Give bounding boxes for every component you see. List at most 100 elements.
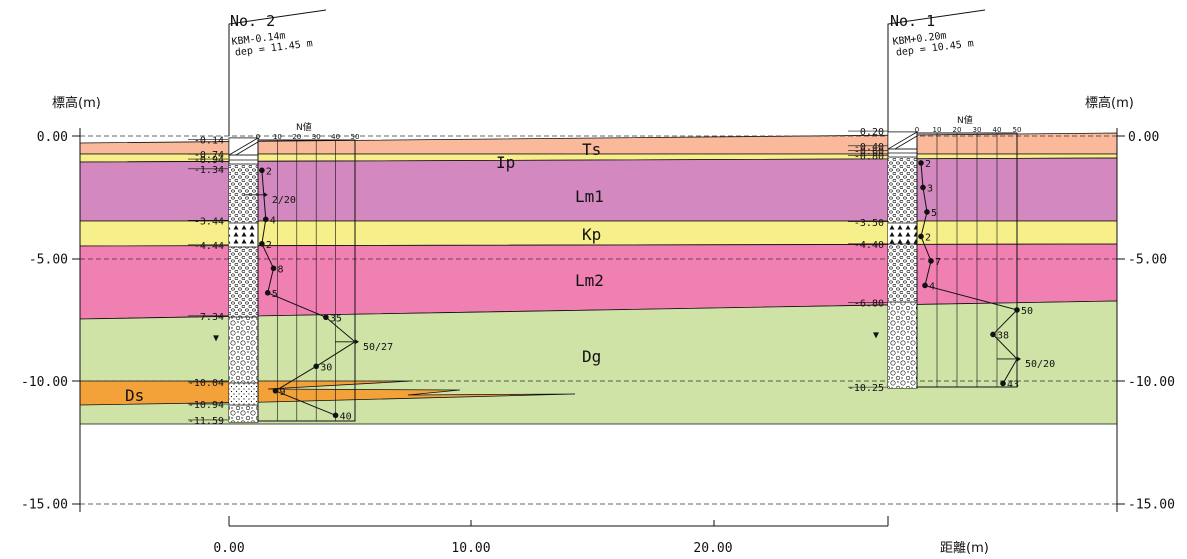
n-value-point <box>264 290 271 296</box>
right-tick-label: 0.00 <box>1128 130 1159 145</box>
layer-label-Lm2: Lm2 <box>575 271 604 290</box>
elevation-label: -3.44 <box>194 216 224 227</box>
left-axis-title: 標高(m) <box>52 95 101 111</box>
elevation-label: -10.04 <box>188 378 224 389</box>
n-scale-label: 0 <box>915 126 919 134</box>
n-scale-label: 50 <box>1013 126 1022 134</box>
n-value-point <box>272 388 279 394</box>
n-value-label: 9 <box>279 387 285 398</box>
right-axis <box>1116 128 1125 512</box>
right-tick-label: -10.00 <box>1128 375 1175 390</box>
elevation-label: -10.94 <box>188 400 224 411</box>
borehole-no1: No. 1 KBM+0.20m dep = 10.45 m ▼ N値 0 10 20… <box>848 9 1055 394</box>
n-value-label: 2 <box>266 166 272 177</box>
layer-label-Ip: Ip <box>496 153 515 172</box>
n-value-label: 43 <box>1007 379 1019 390</box>
distance-axis-title: 距離(m) <box>940 541 989 556</box>
elevation-label: -1.34 <box>194 165 224 176</box>
distance-tick-label: 0.00 <box>213 541 244 556</box>
n-refusal-arrowhead <box>355 339 359 345</box>
n-value-label: 40 <box>340 411 352 422</box>
layer-label-Ts: Ts <box>582 140 601 159</box>
n-value-label: 2 <box>925 232 931 243</box>
n-value-label: 30 <box>320 362 332 373</box>
elevation-label: -3.50 <box>854 218 884 229</box>
borehole-no1-id: No. 1 <box>890 12 935 30</box>
n-value-point <box>924 209 930 215</box>
distance-tick-labels: 0.00 10.00 20.00 <box>213 541 732 556</box>
borehole-no2-n-profile: 2 2/20 4 2 8 5 35 50/27 30 9 40 <box>243 166 393 422</box>
left-tick-label: -10.00 <box>21 375 68 390</box>
layer-Ds <box>79 380 576 406</box>
elevation-label: -0.80 <box>854 152 884 163</box>
n-value-label: 38 <box>997 330 1009 341</box>
elevation-label: -11.59 <box>188 416 224 427</box>
left-tick-label: 0.00 <box>37 130 68 145</box>
n-value-point <box>990 331 996 338</box>
n-scale-label: 0 <box>256 133 260 141</box>
elevation-label: 0.20 <box>860 127 884 138</box>
borehole-no1-elevations: 0.20 -0.40-0.60-0.80 -3.50 -4.40 -6.80 -10.25 <box>848 127 888 394</box>
n-value-label: 5 <box>272 289 278 300</box>
n-refusal-arrowhead <box>1017 356 1021 362</box>
borehole-no2-elevations: -0.14 -0.74-0.94-1.34 -3.44 -4.44 -7.34 -10.0… <box>188 135 228 427</box>
n-value-label: 8 <box>278 264 284 275</box>
n-scale-label: 20 <box>292 133 301 141</box>
n-scale-label: 10 <box>273 133 282 141</box>
left-tick-labels: 0.00 -5.00 -10.00 -15.00 <box>21 130 68 513</box>
borehole-no2-flag <box>228 9 327 136</box>
n-value-label: 4 <box>270 215 276 226</box>
elevation-label: -6.80 <box>854 299 884 310</box>
layer-label-Kp: Kp <box>582 225 601 244</box>
n-scale-label: 10 <box>933 126 942 134</box>
n-value-label: 35 <box>330 313 342 324</box>
layer-label-Dg: Dg <box>582 347 601 366</box>
borehole-no1-n-title: N値 <box>957 114 973 126</box>
n-value-point <box>259 241 265 247</box>
n-value-point <box>920 184 926 191</box>
borehole-no1-n-scale: 0 10 20 30 40 50 <box>915 126 1022 134</box>
elevation-label: -10.25 <box>848 383 884 394</box>
elevation-label: -0.94 <box>194 155 224 166</box>
right-axis-title: 標高(m) <box>1085 95 1134 111</box>
borehole-no1-nvalue-frame <box>916 132 1018 388</box>
n-value-point <box>918 233 924 240</box>
n-refusal-arrowhead <box>263 192 268 198</box>
layer-labels: Ts Ip Lm1 Kp Lm2 Dg Ds <box>125 140 604 405</box>
groundwater-symbol-no1: ▼ <box>873 330 879 341</box>
right-tick-label: -15.00 <box>1128 498 1175 513</box>
n-value-point <box>332 412 339 419</box>
left-tick-label: -15.00 <box>21 498 68 513</box>
n-value-label: 5 <box>931 208 937 219</box>
n-value-point <box>928 258 934 264</box>
elevation-label: -4.44 <box>194 241 224 252</box>
n-scale-label: 50 <box>351 133 360 141</box>
layer-label-Ds: Ds <box>125 386 144 405</box>
elevation-label: -7.34 <box>194 312 224 323</box>
left-tick-label: -5.00 <box>29 253 68 268</box>
borehole-no1-n-profile: 2 3 5 2 7 4 50 38 50/20 43 <box>918 159 1055 390</box>
n-value-label: 4 <box>929 281 935 292</box>
n-scale-label: 40 <box>993 126 1002 134</box>
n-value-label: 7 <box>935 257 941 268</box>
n-value-label: 50/27 <box>363 342 393 353</box>
elevation-label: -0.40 <box>854 142 884 153</box>
layer-label-Lm1: Lm1 <box>575 187 604 206</box>
n-value-point <box>1000 380 1006 387</box>
n-value-point <box>313 363 320 370</box>
n-scale-label: 30 <box>973 126 982 134</box>
n-value-label: 50 <box>1021 306 1033 317</box>
n-value-point <box>270 265 277 272</box>
left-axis <box>72 128 81 512</box>
elevation-label: -4.40 <box>854 240 884 251</box>
right-tick-label: -5.00 <box>1128 253 1167 268</box>
distance-tick-label: 20.00 <box>693 541 732 556</box>
n-value-point <box>922 282 928 289</box>
borehole-no1-flag <box>887 9 986 136</box>
n-scale-label: 30 <box>312 133 321 141</box>
elevation-label: -0.60 <box>854 147 884 158</box>
n-profile-line <box>920 162 1018 384</box>
distance-tick-label: 10.00 <box>451 541 490 556</box>
n-value-label: 50/20 <box>1025 359 1055 370</box>
